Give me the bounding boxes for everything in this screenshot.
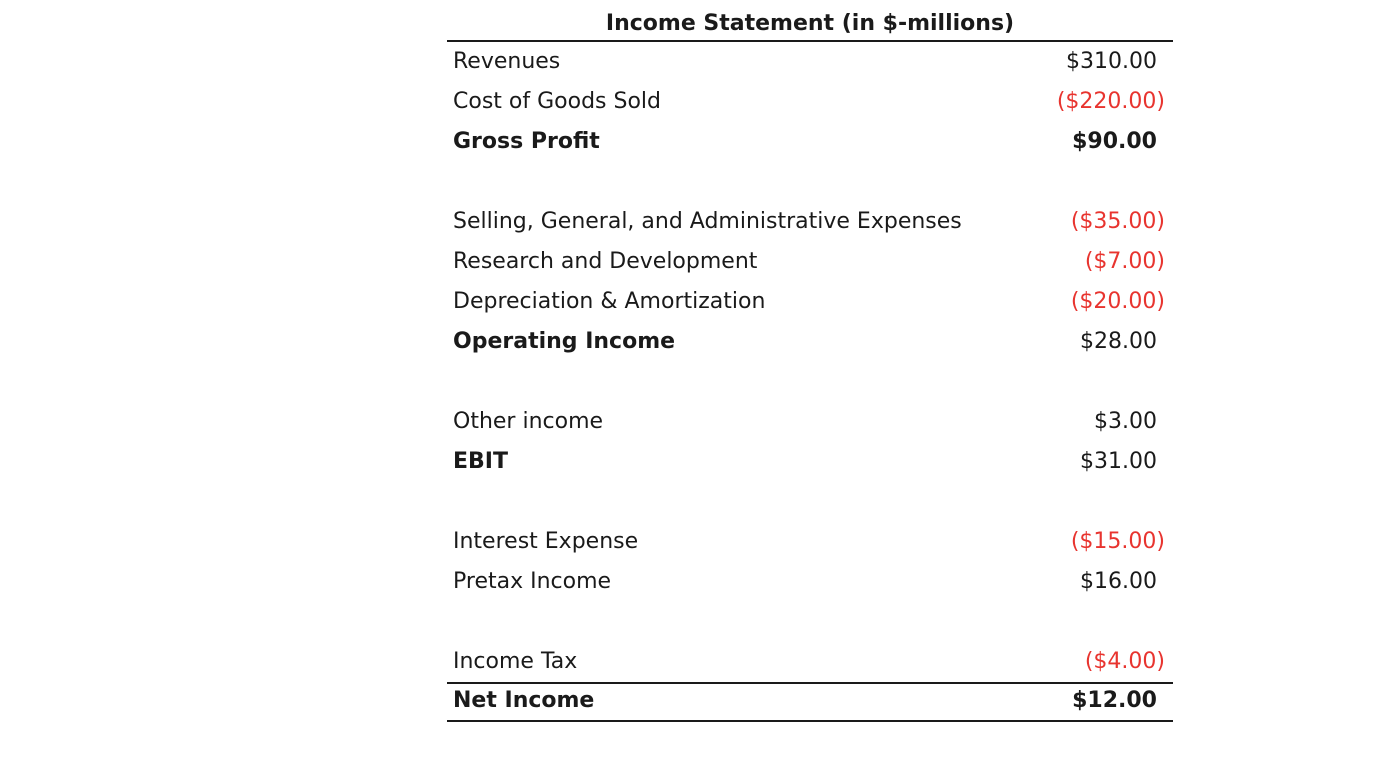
row-value: ($15.00) xyxy=(1070,529,1165,554)
row-label: Net Income xyxy=(453,688,595,713)
income-statement-table: Income Statement (in $-millions) Revenue… xyxy=(447,6,1173,722)
statement-title: Income Statement (in $-millions) xyxy=(447,6,1173,42)
row-cost-of-goods-sold: Cost of Goods Sold ($220.00) xyxy=(447,82,1173,122)
row-label: EBIT xyxy=(453,449,508,474)
row-ebit: EBIT $31.00 xyxy=(447,442,1173,482)
row-operating-income: Operating Income $28.00 xyxy=(447,322,1173,362)
row-label: Income Tax xyxy=(453,649,578,674)
row-label: Selling, General, and Administrative Exp… xyxy=(453,209,962,234)
row-depreciation-amortization: Depreciation & Amortization ($20.00) xyxy=(447,282,1173,322)
row-gross-profit: Gross Profit $90.00 xyxy=(447,122,1173,162)
row-value: ($7.00) xyxy=(1084,249,1165,274)
row-pretax-income: Pretax Income $16.00 xyxy=(447,562,1173,602)
row-label: Cost of Goods Sold xyxy=(453,89,661,114)
spacer-row xyxy=(447,362,1173,402)
row-label: Research and Development xyxy=(453,249,758,274)
row-label: Operating Income xyxy=(453,329,676,354)
row-revenues: Revenues $310.00 xyxy=(447,42,1173,82)
row-value: $3.00 xyxy=(1094,409,1157,434)
row-value: ($220.00) xyxy=(1056,89,1165,114)
row-sga-expenses: Selling, General, and Administrative Exp… xyxy=(447,202,1173,242)
row-net-income: Net Income $12.00 xyxy=(447,682,1173,722)
row-research-and-development: Research and Development ($7.00) xyxy=(447,242,1173,282)
row-label: Depreciation & Amortization xyxy=(453,289,766,314)
row-value: $90.00 xyxy=(1072,129,1157,154)
row-value: $310.00 xyxy=(1066,49,1157,74)
row-label: Other income xyxy=(453,409,604,434)
row-label: Gross Profit xyxy=(453,129,600,154)
row-value: ($20.00) xyxy=(1070,289,1165,314)
row-value: ($4.00) xyxy=(1084,649,1165,674)
row-other-income: Other income $3.00 xyxy=(447,402,1173,442)
row-label: Pretax Income xyxy=(453,569,612,594)
row-interest-expense: Interest Expense ($15.00) xyxy=(447,522,1173,562)
row-value: $12.00 xyxy=(1072,688,1157,713)
row-label: Revenues xyxy=(453,49,561,74)
row-value: $31.00 xyxy=(1080,449,1157,474)
row-label: Interest Expense xyxy=(453,529,639,554)
row-value: ($35.00) xyxy=(1070,209,1165,234)
spacer-row xyxy=(447,602,1173,642)
spacer-row xyxy=(447,162,1173,202)
row-value: $16.00 xyxy=(1080,569,1157,594)
row-value: $28.00 xyxy=(1080,329,1157,354)
spacer-row xyxy=(447,482,1173,522)
row-income-tax: Income Tax ($4.00) xyxy=(447,642,1173,682)
